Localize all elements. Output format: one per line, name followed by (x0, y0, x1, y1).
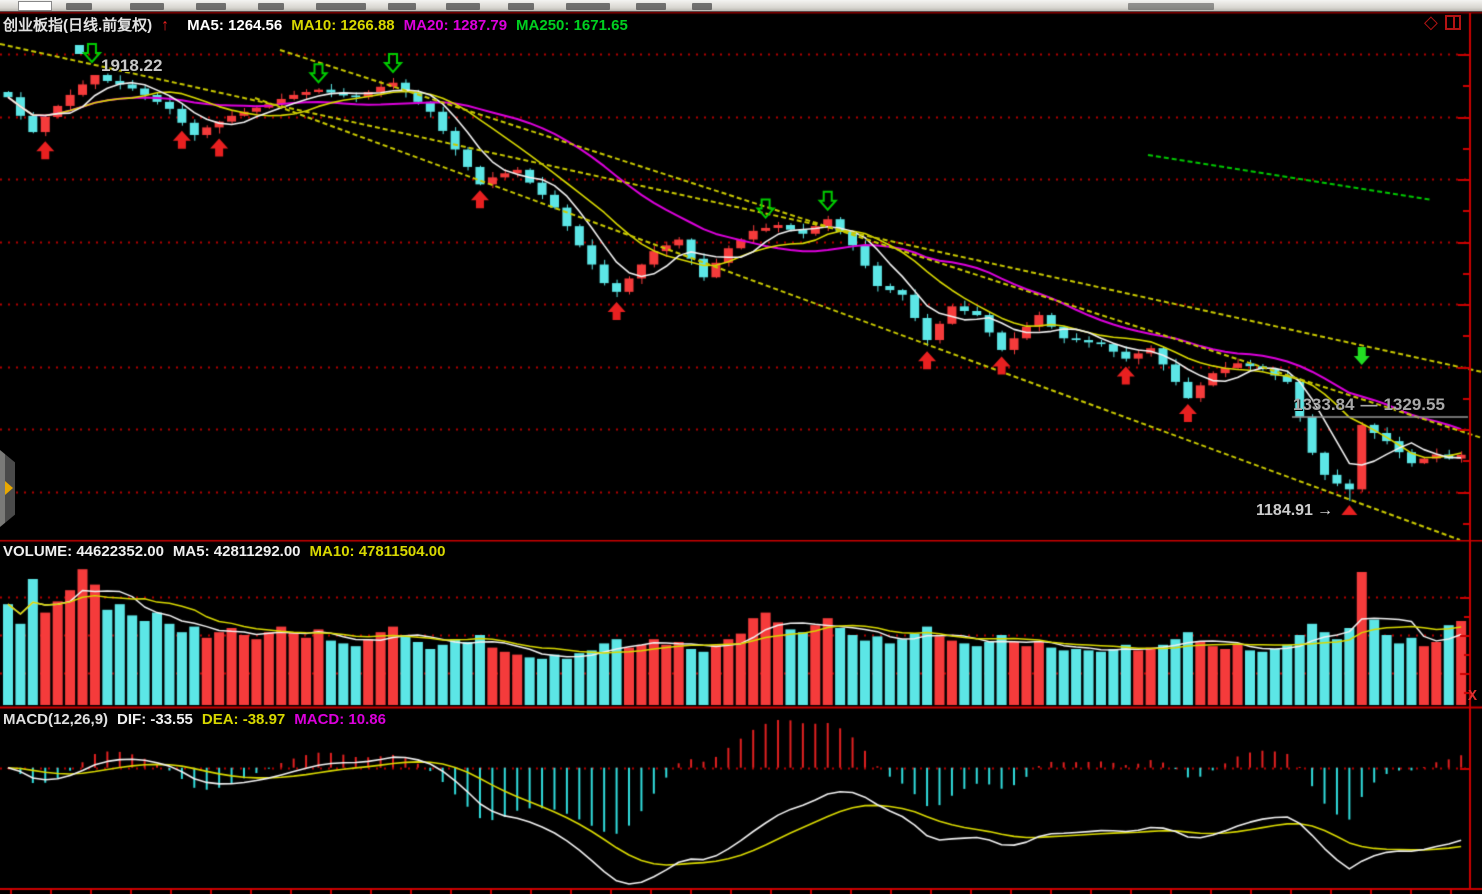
ma250-value: MA250: 1671.65 (516, 17, 628, 34)
volume-ma5-value: MA5: 42811292.00 (172, 543, 301, 560)
dif-value: DIF: -33.55 (117, 711, 193, 728)
pane-corner-icons: ◇ (1424, 13, 1461, 31)
macd-header: MACD(12,26,9) DIF: -33.55 DEA: -38.97 MACD:… (3, 711, 395, 728)
flyout-arrow-icon (5, 481, 13, 495)
level-price-current: 1329.55 (1383, 395, 1445, 414)
split-window-divider (1452, 16, 1455, 28)
split-window-icon[interactable] (1444, 14, 1461, 30)
volume-ma10-value: MA10: 47811504.00 (309, 543, 446, 560)
flyout-edge (0, 450, 5, 527)
level-price-label: 1333.84 — 1329.55 (1293, 395, 1451, 415)
right-arrow-icon: → (1316, 502, 1333, 519)
volume-value: VOLUME: 44622352.00 (3, 543, 164, 560)
low-price-label: 1184.91 → (1256, 502, 1333, 520)
ma10-value: MA10: 1266.88 (291, 17, 395, 34)
dea-value: DEA: -38.97 (201, 711, 286, 728)
main-chart-header: 创业板指(日线.前复权) ↑ MA5: 1264.56 MA10: 1266.88 MA… (3, 14, 637, 35)
ma5-value: MA5: 1264.56 (187, 17, 283, 34)
macd-params: MACD(12,26,9) (3, 711, 109, 728)
macd-value: MACD: 10.86 (294, 711, 386, 728)
level-price-prev: 1333.84 (1293, 395, 1355, 414)
level-dash: — (1360, 395, 1378, 414)
ma20-value: MA20: 1287.79 (403, 17, 508, 34)
diamond-icon[interactable]: ◇ (1424, 12, 1438, 32)
trend-up-arrow-icon: ↑ (161, 17, 170, 34)
instrument-title: 创业板指(日线.前复权) (3, 17, 153, 34)
volume-header: VOLUME: 44622352.00 MA5: 42811292.00 MA10:… (3, 543, 454, 560)
low-price-value: 1184.91 (1256, 502, 1313, 519)
sidebar-flyout-handle[interactable] (0, 450, 15, 527)
pane-close-icon[interactable]: X (1468, 688, 1478, 705)
high-price-label: 1918.22 (101, 56, 163, 75)
